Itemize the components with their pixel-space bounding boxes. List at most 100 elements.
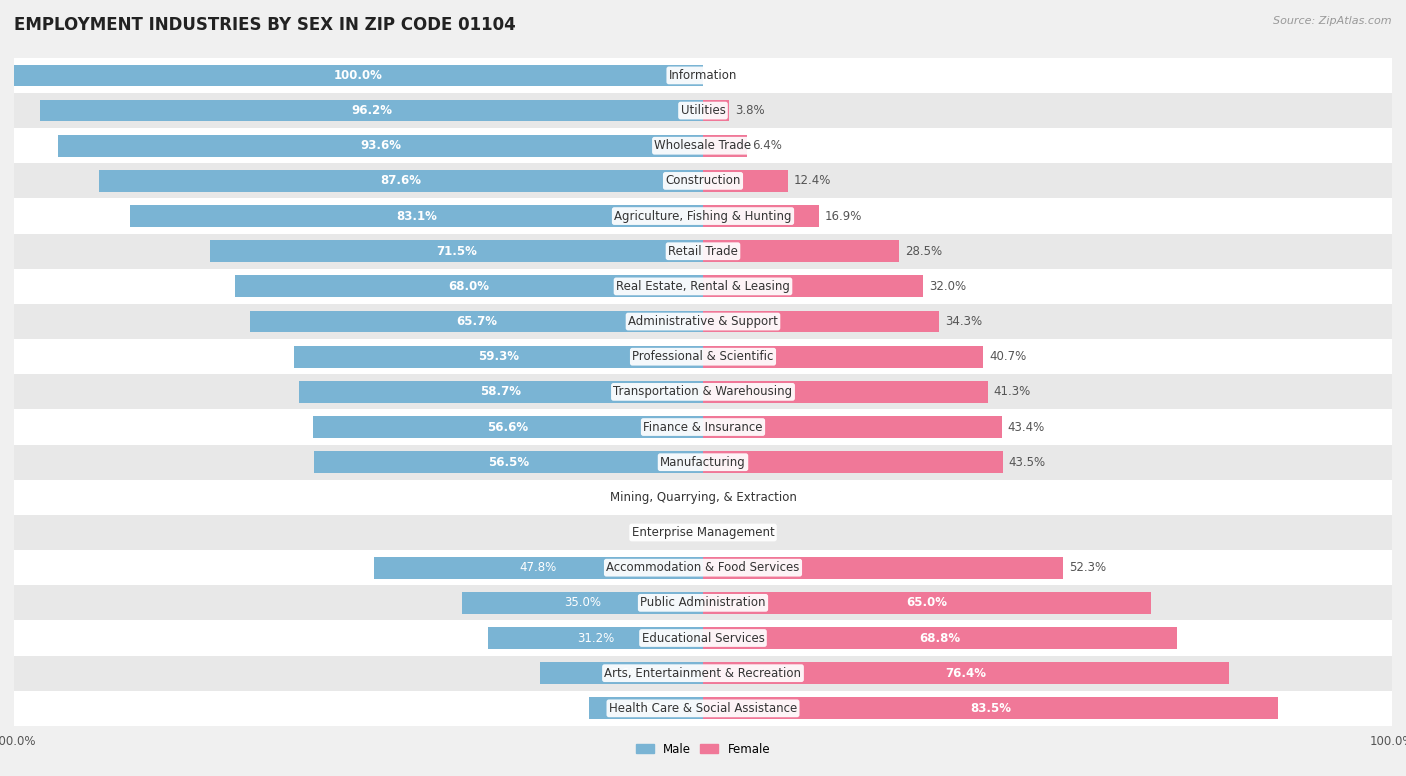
Text: 32.0%: 32.0%	[929, 280, 966, 293]
Bar	[703, 627, 1177, 649]
Legend: Male, Female: Male, Female	[631, 738, 775, 760]
Bar	[703, 170, 789, 192]
Bar	[488, 627, 703, 649]
Text: 56.5%: 56.5%	[488, 456, 529, 469]
Text: Wholesale Trade: Wholesale Trade	[654, 139, 752, 152]
Text: Health Care & Social Assistance: Health Care & Social Assistance	[609, 702, 797, 715]
Text: Public Administration: Public Administration	[640, 596, 766, 609]
Bar	[235, 275, 703, 297]
Bar	[14, 410, 1392, 445]
Text: Transportation & Warehousing: Transportation & Warehousing	[613, 386, 793, 398]
Text: Finance & Insurance: Finance & Insurance	[644, 421, 762, 434]
Text: 34.3%: 34.3%	[945, 315, 981, 328]
Bar	[14, 58, 1392, 93]
Text: 96.2%: 96.2%	[352, 104, 392, 117]
Text: Enterprise Management: Enterprise Management	[631, 526, 775, 539]
Bar	[14, 128, 1392, 163]
Bar	[703, 241, 900, 262]
Text: 58.7%: 58.7%	[481, 386, 522, 398]
Text: 100.0%: 100.0%	[335, 69, 382, 82]
Bar	[14, 374, 1392, 410]
Bar	[14, 199, 1392, 234]
Text: 43.5%: 43.5%	[1008, 456, 1045, 469]
Bar	[298, 381, 703, 403]
Text: 16.5%: 16.5%	[627, 702, 665, 715]
Text: Agriculture, Fishing & Hunting: Agriculture, Fishing & Hunting	[614, 210, 792, 223]
Text: Real Estate, Rental & Leasing: Real Estate, Rental & Leasing	[616, 280, 790, 293]
Text: 56.6%: 56.6%	[488, 421, 529, 434]
Bar	[589, 698, 703, 719]
Text: Administrative & Support: Administrative & Support	[628, 315, 778, 328]
Bar	[703, 99, 730, 122]
Bar	[703, 135, 747, 157]
Text: 71.5%: 71.5%	[436, 244, 477, 258]
Text: 76.4%: 76.4%	[946, 667, 987, 680]
Bar	[314, 452, 703, 473]
Bar	[14, 621, 1392, 656]
Bar	[100, 170, 703, 192]
Text: Arts, Entertainment & Recreation: Arts, Entertainment & Recreation	[605, 667, 801, 680]
Text: Professional & Scientific: Professional & Scientific	[633, 350, 773, 363]
Text: EMPLOYMENT INDUSTRIES BY SEX IN ZIP CODE 01104: EMPLOYMENT INDUSTRIES BY SEX IN ZIP CODE…	[14, 16, 516, 33]
Bar	[58, 135, 703, 157]
Bar	[540, 662, 703, 684]
Text: 12.4%: 12.4%	[794, 175, 831, 188]
Text: 68.0%: 68.0%	[449, 280, 489, 293]
Text: 93.6%: 93.6%	[360, 139, 401, 152]
Text: 16.9%: 16.9%	[825, 210, 862, 223]
Bar	[14, 480, 1392, 515]
Bar	[703, 557, 1063, 579]
Bar	[461, 592, 703, 614]
Bar	[14, 691, 1392, 726]
Text: Utilities: Utilities	[681, 104, 725, 117]
Text: Retail Trade: Retail Trade	[668, 244, 738, 258]
Bar	[14, 268, 1392, 304]
Text: Accommodation & Food Services: Accommodation & Food Services	[606, 561, 800, 574]
Bar	[211, 241, 703, 262]
Text: 68.8%: 68.8%	[920, 632, 960, 645]
Bar	[294, 346, 703, 368]
Bar	[14, 64, 703, 86]
Text: 43.4%: 43.4%	[1008, 421, 1045, 434]
Text: Mining, Quarrying, & Extraction: Mining, Quarrying, & Extraction	[610, 491, 796, 504]
Text: 87.6%: 87.6%	[381, 175, 422, 188]
Text: 65.0%: 65.0%	[907, 596, 948, 609]
Bar	[703, 452, 1002, 473]
Bar	[14, 585, 1392, 621]
Bar	[703, 275, 924, 297]
Bar	[374, 557, 703, 579]
Bar	[703, 592, 1152, 614]
Bar	[41, 99, 703, 122]
Text: 31.2%: 31.2%	[576, 632, 614, 645]
Bar	[703, 416, 1002, 438]
Text: 65.7%: 65.7%	[456, 315, 498, 328]
Text: 3.8%: 3.8%	[735, 104, 765, 117]
Bar	[14, 339, 1392, 374]
Text: Educational Services: Educational Services	[641, 632, 765, 645]
Text: 23.6%: 23.6%	[603, 667, 640, 680]
Bar	[703, 381, 987, 403]
Bar	[703, 205, 820, 227]
Text: Source: ZipAtlas.com: Source: ZipAtlas.com	[1274, 16, 1392, 26]
Bar	[14, 515, 1392, 550]
Text: Construction: Construction	[665, 175, 741, 188]
Text: 28.5%: 28.5%	[905, 244, 942, 258]
Text: 6.4%: 6.4%	[752, 139, 783, 152]
Text: 59.3%: 59.3%	[478, 350, 519, 363]
Text: 41.3%: 41.3%	[993, 386, 1031, 398]
Bar	[131, 205, 703, 227]
Bar	[14, 656, 1392, 691]
Bar	[250, 310, 703, 332]
Text: 40.7%: 40.7%	[988, 350, 1026, 363]
Text: 47.8%: 47.8%	[520, 561, 557, 574]
Bar	[703, 662, 1229, 684]
Text: 35.0%: 35.0%	[564, 596, 600, 609]
Bar	[703, 698, 1278, 719]
Bar	[703, 310, 939, 332]
Bar	[14, 550, 1392, 585]
Bar	[14, 304, 1392, 339]
Text: Information: Information	[669, 69, 737, 82]
Bar	[14, 163, 1392, 199]
Bar	[314, 416, 703, 438]
Text: 83.1%: 83.1%	[396, 210, 437, 223]
